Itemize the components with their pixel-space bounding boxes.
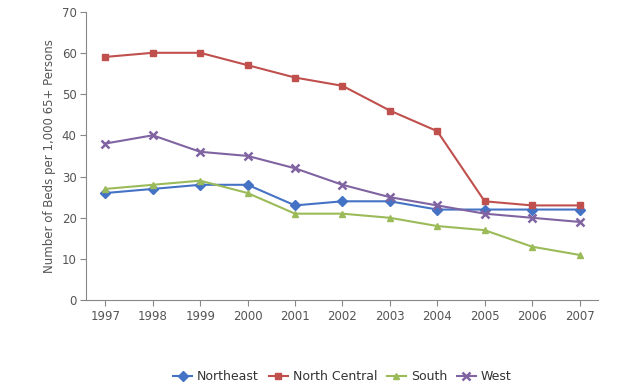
Northeast — [481, 207, 489, 212]
North Central — [149, 50, 157, 55]
West — [244, 154, 251, 158]
North Central — [434, 129, 441, 134]
South — [196, 178, 204, 183]
Y-axis label: Number of Beds per 1,000 65+ Persons: Number of Beds per 1,000 65+ Persons — [43, 39, 56, 273]
North Central — [339, 84, 346, 88]
West — [528, 216, 536, 220]
South — [244, 191, 251, 195]
Northeast — [528, 207, 536, 212]
North Central — [102, 55, 109, 59]
West — [434, 203, 441, 208]
West — [196, 149, 204, 154]
South — [576, 253, 583, 257]
Northeast — [386, 199, 394, 204]
South — [434, 224, 441, 228]
South — [339, 211, 346, 216]
West — [149, 133, 157, 137]
Northeast — [196, 182, 204, 187]
West — [102, 141, 109, 146]
South — [528, 244, 536, 249]
North Central — [481, 199, 489, 204]
South — [149, 182, 157, 187]
South — [481, 228, 489, 233]
Line: North Central: North Central — [102, 49, 583, 209]
Northeast — [576, 207, 583, 212]
North Central — [291, 75, 299, 80]
North Central — [244, 63, 251, 67]
Northeast — [291, 203, 299, 208]
West — [386, 195, 394, 199]
South — [386, 216, 394, 220]
South — [291, 211, 299, 216]
Northeast — [102, 191, 109, 195]
South — [102, 187, 109, 191]
North Central — [196, 50, 204, 55]
West — [576, 219, 583, 224]
West — [481, 211, 489, 216]
Line: West: West — [101, 131, 584, 226]
West — [339, 182, 346, 187]
Northeast — [149, 187, 157, 191]
Northeast — [339, 199, 346, 204]
Line: Northeast: Northeast — [102, 181, 583, 213]
West — [291, 166, 299, 171]
North Central — [576, 203, 583, 208]
North Central — [386, 108, 394, 113]
North Central — [528, 203, 536, 208]
Line: South: South — [102, 177, 583, 258]
Legend: Northeast, North Central, South, West: Northeast, North Central, South, West — [173, 370, 511, 383]
Northeast — [434, 207, 441, 212]
Northeast — [244, 182, 251, 187]
